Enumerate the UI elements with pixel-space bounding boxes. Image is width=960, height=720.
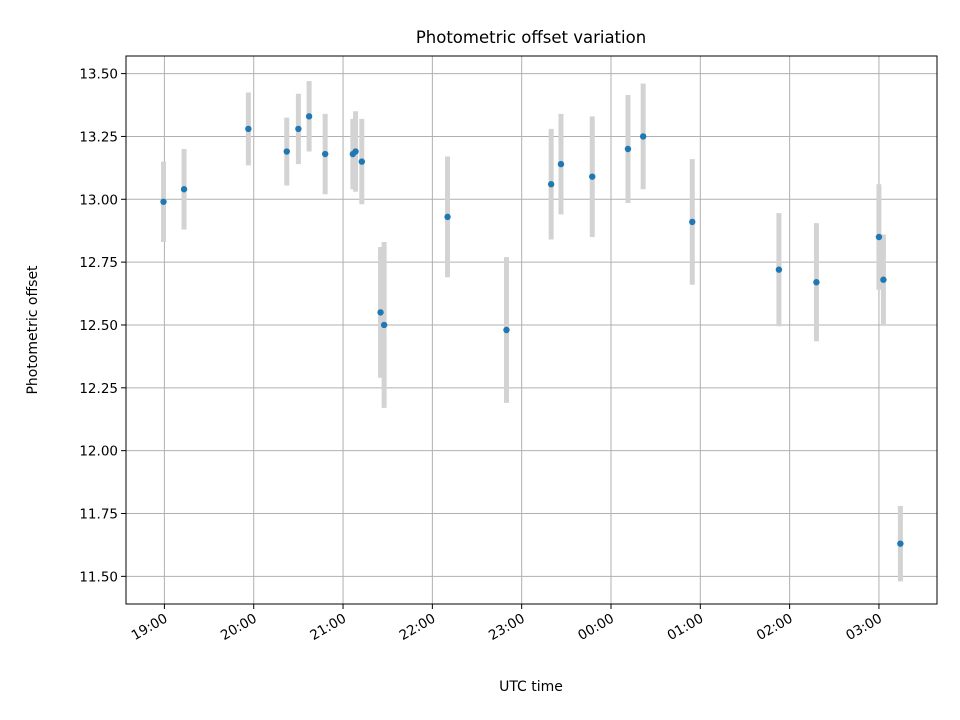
data-point — [358, 158, 365, 165]
data-point — [875, 233, 883, 241]
y-tick-label: 13.25 — [79, 129, 118, 145]
data-point — [547, 181, 555, 188]
y-tick-label: 12.25 — [79, 381, 118, 397]
y-tick-label: 12.00 — [79, 444, 118, 460]
data-point — [880, 276, 887, 283]
data-point — [380, 321, 388, 329]
data-point — [775, 266, 783, 273]
data-point — [689, 218, 696, 226]
data-point — [377, 309, 384, 316]
y-tick-label: 12.75 — [79, 255, 118, 271]
data-point — [245, 125, 252, 133]
y-tick-label: 11.75 — [79, 507, 118, 523]
grid — [126, 56, 937, 604]
data-point — [557, 160, 565, 168]
data-point — [897, 540, 904, 547]
data-point — [624, 145, 632, 153]
data-point — [352, 148, 359, 155]
data-point — [813, 279, 820, 286]
data-point — [503, 326, 510, 334]
y-axis-label: Photometric offset — [25, 265, 41, 395]
data-point — [160, 198, 167, 205]
y-tick-label: 11.50 — [79, 569, 118, 585]
x-axis-label: UTC time — [499, 679, 563, 695]
data-points — [160, 113, 904, 547]
plot-frame — [125, 55, 938, 605]
data-point — [295, 125, 302, 133]
y-tick-label: 12.50 — [79, 318, 118, 334]
data-point — [444, 213, 451, 221]
data-point — [283, 148, 290, 155]
data-point — [321, 150, 329, 158]
data-point — [639, 133, 647, 140]
y-tick-label: 13.00 — [79, 192, 118, 208]
y-tick-label: 13.50 — [79, 67, 118, 83]
data-point — [589, 173, 596, 180]
chart-title: Photometric offset variation — [416, 28, 646, 47]
data-point — [305, 113, 313, 120]
data-point — [180, 186, 188, 193]
